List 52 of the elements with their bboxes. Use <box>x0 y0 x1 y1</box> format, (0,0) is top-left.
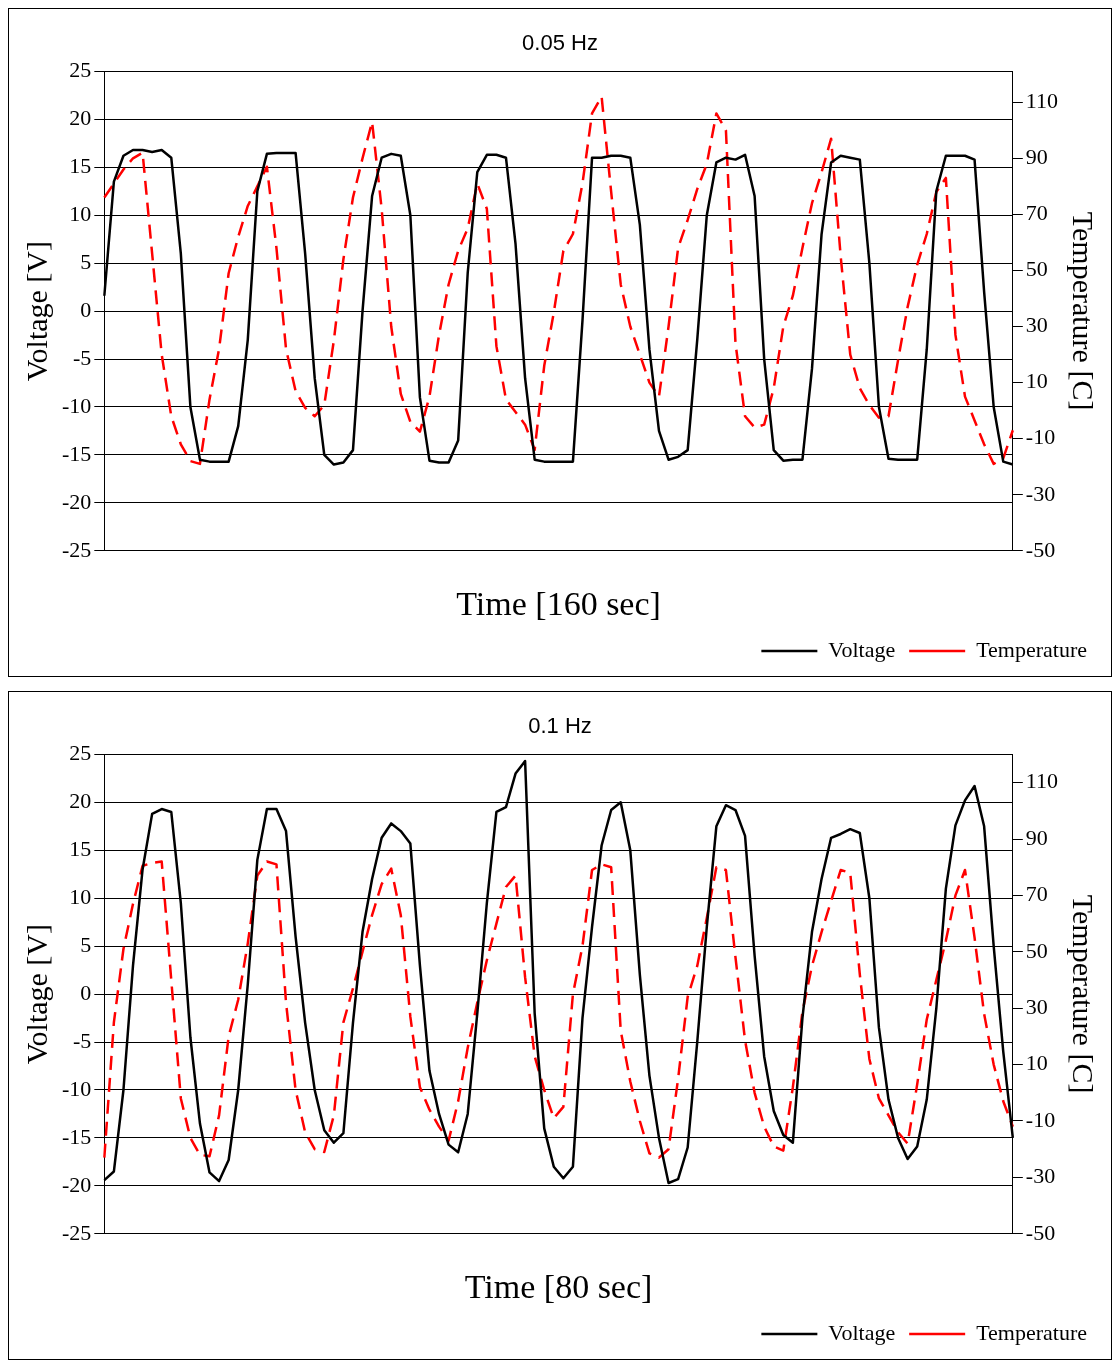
y-tick-label: -20 <box>62 1171 92 1197</box>
y-tick-label: -25 <box>62 536 92 562</box>
y-tick-label: 10 <box>69 884 92 909</box>
y-tick-label: 15 <box>69 836 92 862</box>
y2-tick-label: 70 <box>1025 200 1048 226</box>
y2-tick-label: -50 <box>1025 536 1056 562</box>
chart-title: 0.05 Hz <box>522 30 598 56</box>
y2-tick-label: -30 <box>1025 1163 1056 1189</box>
y2-axis-title: Temperature [C] <box>1067 211 1101 411</box>
y2-tick-label: 90 <box>1025 144 1048 170</box>
y-tick-label: -5 <box>73 344 92 370</box>
y2-tick-label: 30 <box>1025 312 1048 338</box>
y2-axis-title: Temperature [C] <box>1067 894 1101 1094</box>
y2-tick-label: 10 <box>1025 368 1048 394</box>
y2-tick-label: 50 <box>1025 937 1048 963</box>
y2-tick-label: -50 <box>1025 1219 1056 1245</box>
x-axis-title: Time [160 sec] <box>456 584 661 622</box>
y2-tick-label: 70 <box>1025 881 1048 907</box>
y-tick-label: -20 <box>62 488 92 514</box>
y-tick-label: 0 <box>80 979 92 1005</box>
legend-label: Temperature <box>976 636 1088 662</box>
y-axis-title: Voltage [V] <box>19 240 53 382</box>
y-tick-label: -5 <box>73 1027 92 1053</box>
y-tick-label: 10 <box>69 201 92 226</box>
y2-tick-label: -10 <box>1025 1106 1056 1132</box>
y-tick-label: 15 <box>69 153 92 179</box>
y-tick-label: -25 <box>62 1219 92 1245</box>
y2-tick-label: -10 <box>1025 424 1056 450</box>
y2-tick-label: 50 <box>1025 256 1048 282</box>
y2-tick-label: 90 <box>1025 824 1048 850</box>
y-tick-label: 20 <box>69 788 92 814</box>
y-axis-title: Voltage [V] <box>19 923 53 1065</box>
legend-label: Voltage <box>828 636 896 662</box>
y2-tick-label: 10 <box>1025 1050 1048 1076</box>
y2-tick-label: -30 <box>1025 480 1056 506</box>
legend-label: Temperature <box>976 1319 1088 1345</box>
y-tick-label: -10 <box>62 1075 92 1101</box>
legend-label: Voltage <box>828 1319 896 1345</box>
y2-tick-label: 110 <box>1025 768 1058 794</box>
y-tick-label: -15 <box>62 440 92 466</box>
y-tick-label: 20 <box>69 105 92 131</box>
chart-title: 0.1 Hz <box>528 713 592 739</box>
y-tick-label: 5 <box>80 931 92 957</box>
y-tick-label: -10 <box>62 392 92 418</box>
x-axis-title: Time [80 sec] <box>464 1267 653 1305</box>
y-tick-label: 25 <box>69 740 92 766</box>
y2-tick-label: 110 <box>1025 88 1058 114</box>
y2-tick-label: 30 <box>1025 993 1048 1019</box>
y-tick-label: -15 <box>62 1123 92 1149</box>
y-tick-label: 25 <box>69 57 92 83</box>
y-tick-label: 0 <box>80 296 92 322</box>
y-tick-label: 5 <box>80 248 92 274</box>
